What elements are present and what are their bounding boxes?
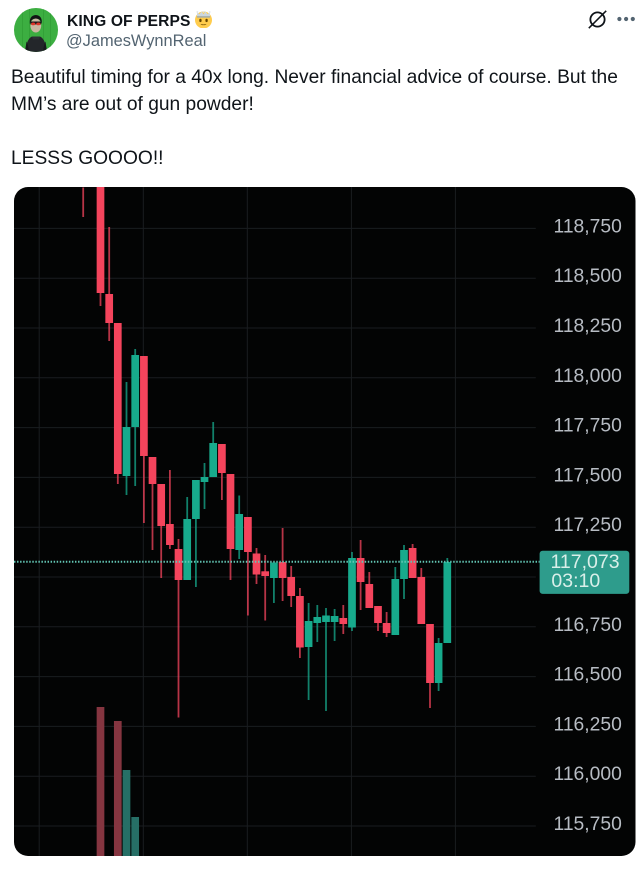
svg-text:03:10: 03:10 (551, 570, 600, 592)
svg-text:118,750: 118,750 (554, 216, 622, 237)
svg-text:116,750: 116,750 (554, 615, 622, 636)
svg-text:116,000: 116,000 (554, 764, 622, 785)
svg-text:117,073: 117,073 (551, 551, 620, 573)
svg-text:118,250: 118,250 (554, 316, 622, 337)
svg-text:117,250: 117,250 (554, 515, 622, 536)
svg-text:117,500: 117,500 (554, 465, 622, 486)
svg-text:116,500: 116,500 (554, 665, 622, 686)
svg-text:118,000: 118,000 (554, 366, 622, 387)
svg-text:117,750: 117,750 (554, 416, 622, 437)
svg-text:118,500: 118,500 (554, 266, 622, 287)
svg-text:115,750: 115,750 (554, 814, 622, 835)
svg-text:116,250: 116,250 (554, 714, 622, 735)
